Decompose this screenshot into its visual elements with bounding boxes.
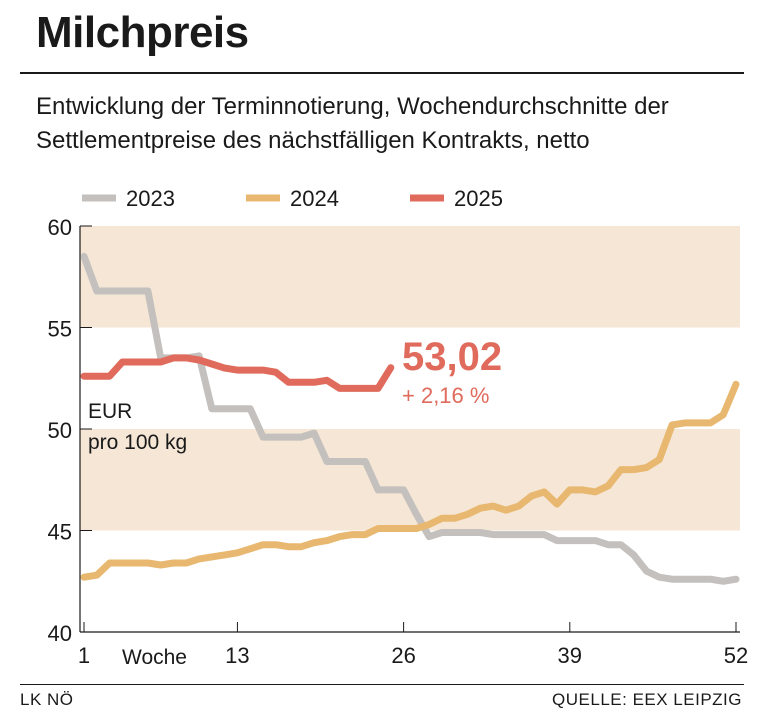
x-tick-label: 39 — [558, 643, 582, 668]
credit-text: LK NÖ — [20, 690, 74, 709]
chart-subtitle: Entwicklung der Terminnotierung, Wochend… — [36, 93, 669, 154]
y-axis-unit-label: pro 100 kg — [88, 431, 187, 454]
y-axis: 40 45 50 55 60 EUR pro 100 kg — [48, 215, 188, 646]
x-axis-label: Woche — [122, 646, 187, 669]
x-tick-label: 26 — [391, 643, 415, 668]
title-rule — [20, 72, 744, 74]
legend-label-2023: 2023 — [126, 186, 175, 211]
y-tick-label: 50 — [48, 418, 72, 443]
annotation-group: 53,02 + 2,16 % — [402, 335, 502, 408]
annotation-change: + 2,16 % — [402, 383, 489, 408]
x-tick-label: 13 — [225, 643, 249, 668]
band — [80, 429, 740, 531]
band-group — [80, 226, 740, 531]
legend: 2023 2024 2025 — [82, 186, 503, 211]
y-tick-label: 55 — [48, 317, 72, 342]
source-text: QUELLE: EEX LEIPZIG — [552, 690, 742, 709]
x-tick-label: 1 — [78, 643, 90, 668]
y-axis-unit-label: EUR — [88, 400, 132, 423]
x-axis: 1 13 26 39 52 Woche — [78, 622, 748, 669]
series-line-2025 — [80, 354, 395, 392]
y-tick-label: 60 — [48, 215, 72, 240]
y-tick-label: 40 — [48, 621, 72, 646]
x-tick-label: 52 — [724, 643, 748, 668]
series-line-2024 — [80, 380, 740, 581]
annotation-value: 53,02 — [402, 335, 502, 379]
chart-title: Milchpreis — [36, 8, 249, 57]
legend-label-2024: 2024 — [290, 186, 339, 211]
footer-rule — [20, 684, 744, 685]
y-tick-label: 45 — [48, 520, 72, 545]
legend-label-2025: 2025 — [454, 186, 503, 211]
band — [80, 226, 740, 328]
series-group — [80, 252, 740, 585]
